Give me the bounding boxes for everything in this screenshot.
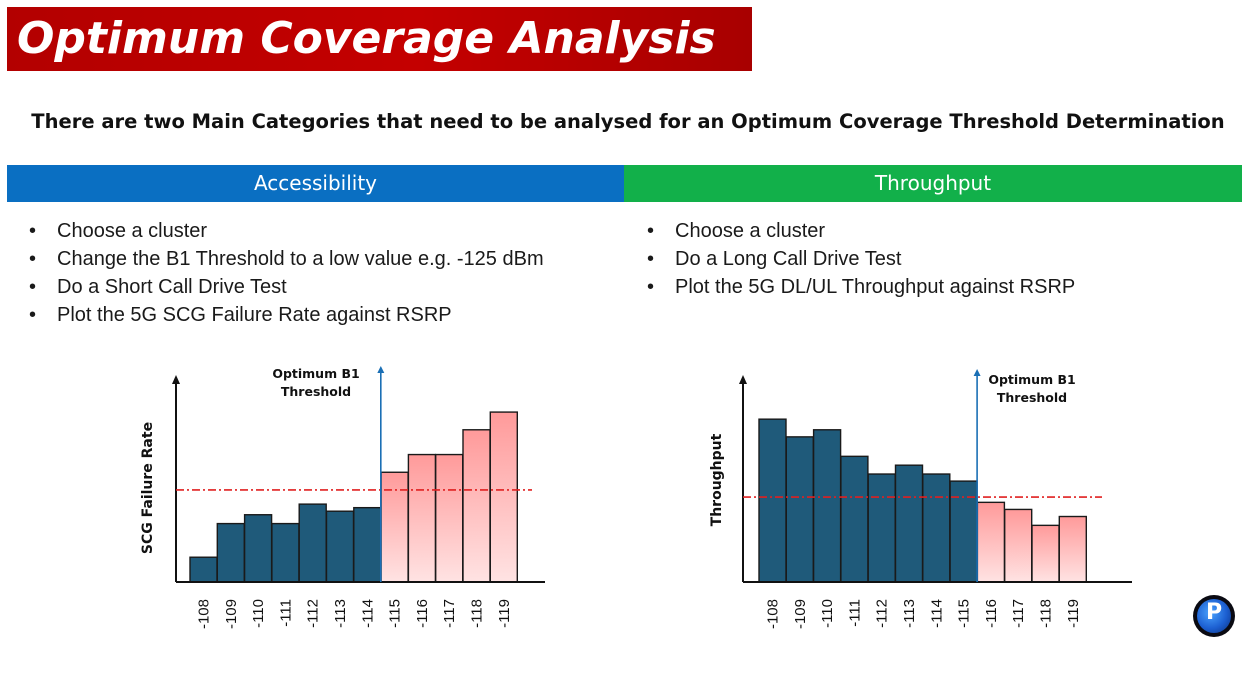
bullet-text: Plot the 5G SCG Failure Rate against RSR… xyxy=(57,304,452,326)
bullet-icon: • xyxy=(29,248,37,270)
bar--111 xyxy=(840,455,869,583)
accessibility-bullet-list: • Choose a cluster • Change the B1 Thresho… xyxy=(7,217,544,329)
title-banner: Optimum Coverage Analysis xyxy=(7,7,752,71)
bullet-icon: • xyxy=(647,248,655,270)
bullet-item: • Do a Long Call Drive Test xyxy=(625,245,1075,273)
x-tick-label: -108 xyxy=(765,599,782,629)
bullet-text: Do a Short Call Drive Test xyxy=(57,276,287,298)
bullet-item: • Do a Short Call Drive Test xyxy=(7,273,544,301)
threshold-annotation-line: Threshold xyxy=(997,390,1067,405)
bar--119 xyxy=(489,411,518,583)
x-tick-label: -111 xyxy=(277,599,294,627)
x-tick-label: -116 xyxy=(414,599,431,628)
x-tick-label: -115 xyxy=(387,599,404,628)
x-tick-label: -108 xyxy=(196,599,213,629)
threshold-arrow-icon xyxy=(973,369,981,376)
threshold-arrow-icon xyxy=(377,366,385,373)
bar--115 xyxy=(949,480,978,583)
bullet-item: • Choose a cluster xyxy=(7,217,544,245)
x-tick-label: -112 xyxy=(305,599,322,628)
bar--113 xyxy=(894,464,924,583)
x-tick-label: -113 xyxy=(901,599,918,628)
bullet-icon: • xyxy=(29,276,37,298)
bullet-item: • Choose a cluster xyxy=(625,217,1075,245)
bar--110 xyxy=(243,514,273,583)
x-tick-label: -111 xyxy=(846,599,863,627)
bar--113 xyxy=(325,510,355,583)
bar--118 xyxy=(1031,524,1060,583)
bullet-icon: • xyxy=(29,220,37,242)
x-tick-label: -119 xyxy=(1065,599,1082,628)
throughput-chart: Optimum B1 Threshold Throughput -108 -109 -11… xyxy=(709,369,1132,629)
bullet-icon: • xyxy=(29,304,37,326)
x-tick-label: -117 xyxy=(1010,599,1027,628)
x-tick-label: -113 xyxy=(332,599,349,628)
bullet-item: • Plot the 5G DL/UL Throughput against RS… xyxy=(625,273,1075,301)
bar--110 xyxy=(812,429,842,583)
x-tick-label: -115 xyxy=(956,599,973,628)
bullet-icon: • xyxy=(647,220,655,242)
bullet-text: Change the B1 Threshold to a low value e… xyxy=(57,248,544,270)
threshold-annotation-line: Optimum B1 xyxy=(988,372,1075,387)
x-tick-label: -116 xyxy=(983,599,1000,628)
x-tick-label: -114 xyxy=(359,599,376,628)
bullet-text: Choose a cluster xyxy=(57,220,208,242)
throughput-header: Throughput xyxy=(624,165,1242,202)
bullet-item: • Change the B1 Threshold to a low value … xyxy=(7,245,544,273)
page-title: Optimum Coverage Analysis xyxy=(17,13,716,64)
bar--108 xyxy=(189,556,218,583)
x-tick-label: -119 xyxy=(496,599,513,628)
bar--114 xyxy=(353,506,382,583)
threshold-annotation-line: Threshold xyxy=(281,384,351,399)
bar--119 xyxy=(1058,515,1087,583)
bar--108 xyxy=(758,418,787,583)
x-tick-label: -110 xyxy=(250,599,267,628)
bullet-item: • Plot the 5G SCG Failure Rate against RS… xyxy=(7,301,544,329)
x-tick-label: -110 xyxy=(819,599,836,628)
x-tick-label: -117 xyxy=(441,599,458,628)
x-tick-label: -118 xyxy=(1038,599,1055,628)
x-tick-label: -112 xyxy=(874,599,891,628)
brand-logo-icon: P xyxy=(1193,595,1235,637)
bullet-text: Choose a cluster xyxy=(675,220,826,242)
bar--109 xyxy=(216,522,246,583)
bar--117 xyxy=(435,453,464,583)
bar--112 xyxy=(867,473,896,583)
bar--116 xyxy=(976,501,1006,583)
bar--118 xyxy=(462,429,491,583)
x-tick-label: -118 xyxy=(469,599,486,628)
threshold-annotation-line: Optimum B1 xyxy=(272,366,359,381)
bullet-text: Plot the 5G DL/UL Throughput against RSR… xyxy=(675,276,1076,298)
bar--117 xyxy=(1004,508,1033,583)
bar--115 xyxy=(380,471,409,583)
bar--109 xyxy=(785,436,815,583)
y-axis-label: Throughput xyxy=(709,433,725,526)
bar--114 xyxy=(922,473,951,583)
throughput-bullet-list: • Choose a cluster • Do a Long Call Drive … xyxy=(625,217,1075,301)
x-tick-label: -109 xyxy=(792,599,809,629)
page-subtitle: There are two Main Categories that need … xyxy=(31,110,1225,133)
bullet-text: Do a Long Call Drive Test xyxy=(675,248,902,270)
x-tick-label: -109 xyxy=(223,599,240,629)
y-axis-arrow-icon xyxy=(739,375,747,384)
accessibility-header: Accessibility xyxy=(7,165,624,202)
bar--112 xyxy=(298,503,327,583)
logo-letter: P xyxy=(1205,600,1223,625)
x-tick-label: -114 xyxy=(928,599,945,628)
bullet-icon: • xyxy=(647,276,655,298)
logo-globe xyxy=(1197,599,1231,633)
bar--111 xyxy=(271,522,300,583)
y-axis-arrow-icon xyxy=(172,375,180,384)
y-axis-label: SCG Failure Rate xyxy=(140,422,156,554)
bar--116 xyxy=(407,453,437,583)
